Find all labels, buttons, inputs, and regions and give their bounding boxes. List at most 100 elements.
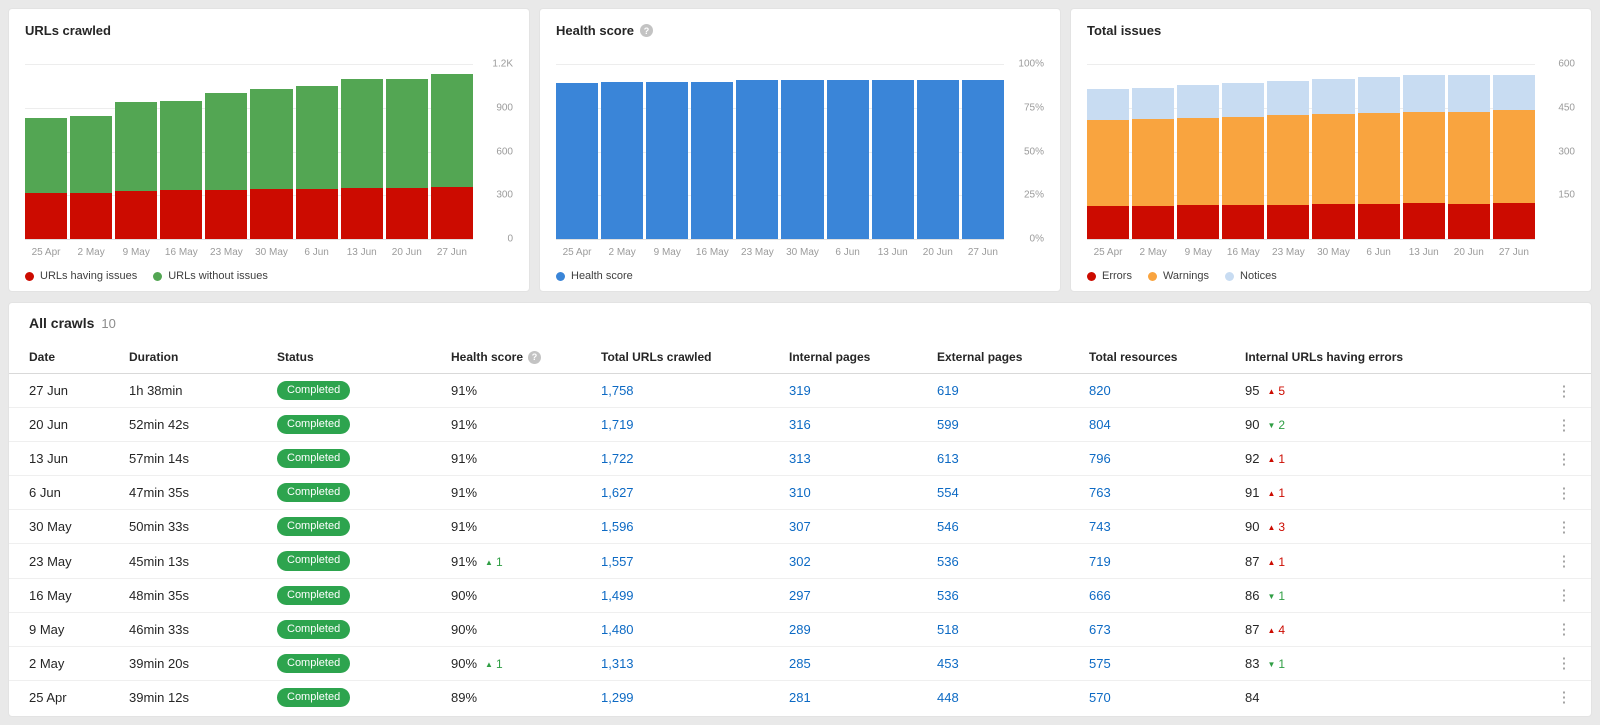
chart-bar-9-may[interactable]: [1177, 64, 1220, 239]
chart-bar-13-jun[interactable]: [871, 64, 914, 239]
internal-pages-link[interactable]: 285: [789, 655, 811, 671]
internal-pages-link[interactable]: 319: [789, 383, 811, 399]
chart-bar-6-jun[interactable]: [826, 64, 869, 239]
total-urls-crawled-link[interactable]: 1,499: [601, 587, 634, 603]
total-resources-link[interactable]: 820: [1089, 383, 1111, 399]
internal-pages-link[interactable]: 307: [789, 519, 811, 535]
chart-bar-25-apr[interactable]: [25, 64, 68, 239]
legend-item[interactable]: Warnings: [1147, 270, 1209, 282]
chart-bar-30-may[interactable]: [250, 64, 293, 239]
legend-item[interactable]: URLs without issues: [153, 270, 268, 282]
internal-pages-link[interactable]: 289: [789, 621, 811, 637]
chart-bar-2-may[interactable]: [70, 64, 113, 239]
chart-bar-20-jun[interactable]: [385, 64, 428, 239]
kebab-menu-icon[interactable]: [1557, 519, 1572, 536]
internal-pages-link[interactable]: 302: [789, 553, 811, 569]
chart-bar-23-may[interactable]: [1267, 64, 1310, 239]
kebab-menu-icon[interactable]: [1557, 587, 1572, 604]
x-tick-label: 23 May: [210, 247, 243, 258]
kebab-menu-icon[interactable]: [1557, 553, 1572, 570]
total-urls-crawled-link[interactable]: 1,758: [601, 383, 634, 399]
total-urls-crawled-link[interactable]: 1,313: [601, 655, 634, 671]
total-urls-crawled-link[interactable]: 1,596: [601, 519, 634, 535]
chart-bar-27-jun[interactable]: [1492, 64, 1535, 239]
chart-bar-20-jun[interactable]: [1447, 64, 1490, 239]
row-actions-cell: [1551, 475, 1591, 511]
legend-dot-icon: [556, 271, 565, 281]
total-urls-crawled-link[interactable]: 1,557: [601, 553, 634, 569]
external-pages-link[interactable]: 613: [937, 451, 959, 467]
external-pages-link[interactable]: 536: [937, 553, 959, 569]
internal-pages-link[interactable]: 316: [789, 417, 811, 433]
x-tick-label: 30 May: [255, 247, 288, 258]
total-resources-link[interactable]: 673: [1089, 621, 1111, 637]
total-urls-crawled-link[interactable]: 1,719: [601, 417, 634, 433]
chart-bar-16-may[interactable]: [1222, 64, 1265, 239]
total-resources-link[interactable]: 575: [1089, 655, 1111, 671]
chart-bar-2-may[interactable]: [1132, 64, 1175, 239]
chart-bar-23-may[interactable]: [736, 64, 779, 239]
external-pages-link[interactable]: 518: [937, 621, 959, 637]
external-pages-link[interactable]: 599: [937, 417, 959, 433]
chart-bar-27-jun[interactable]: [961, 64, 1004, 239]
external-pages-link[interactable]: 453: [937, 655, 959, 671]
total-resources-link[interactable]: 804: [1089, 417, 1111, 433]
chart-bar-30-may[interactable]: [781, 64, 824, 239]
kebab-menu-icon[interactable]: [1557, 621, 1572, 638]
help-icon[interactable]: [640, 24, 654, 37]
total-urls-crawled-link[interactable]: 1,722: [601, 451, 634, 467]
kebab-menu-icon[interactable]: [1557, 383, 1572, 400]
legend-item[interactable]: Notices: [1225, 270, 1277, 282]
internal-pages-link[interactable]: 310: [789, 485, 811, 501]
total-resources-link[interactable]: 570: [1089, 689, 1111, 705]
kebab-menu-icon[interactable]: [1557, 485, 1572, 502]
bar-segment: [1357, 113, 1400, 204]
chart-bar-30-may[interactable]: [1312, 64, 1355, 239]
internal-pages-link[interactable]: 297: [789, 587, 811, 603]
total-resources-link[interactable]: 796: [1089, 451, 1111, 467]
total-resources-link[interactable]: 666: [1089, 587, 1111, 603]
chart-bar-16-may[interactable]: [691, 64, 734, 239]
total-urls-crawled-link[interactable]: 1,480: [601, 621, 634, 637]
kebab-menu-icon[interactable]: [1557, 451, 1572, 468]
kebab-menu-icon[interactable]: [1557, 689, 1572, 706]
health-score-value: 91%: [451, 417, 478, 433]
legend-item[interactable]: Errors: [1087, 270, 1132, 282]
internal-pages-link[interactable]: 313: [789, 451, 811, 467]
total-resources-link[interactable]: 719: [1089, 553, 1111, 569]
y-axis: 600 450 300 150: [1541, 59, 1575, 239]
total-urls-crawled-link[interactable]: 1,627: [601, 485, 634, 501]
bar-segment: [1357, 204, 1400, 239]
total-resources-link[interactable]: 763: [1089, 485, 1111, 501]
total-urls-crawled-link[interactable]: 1,299: [601, 689, 634, 705]
x-tick-label: 20 Jun: [391, 247, 422, 258]
kebab-menu-icon[interactable]: [1557, 417, 1572, 434]
chart-bar-25-apr[interactable]: [1087, 64, 1130, 239]
chart-bar-13-jun[interactable]: [1402, 64, 1445, 239]
external-pages-link[interactable]: 536: [937, 587, 959, 603]
legend-item[interactable]: Health score: [556, 270, 633, 282]
chart-bar-27-jun[interactable]: [430, 64, 473, 239]
external-pages-link[interactable]: 448: [937, 689, 959, 705]
external-pages-link[interactable]: 619: [937, 383, 959, 399]
chart-bar-2-may[interactable]: [601, 64, 644, 239]
chart-bar-25-apr[interactable]: [556, 64, 599, 239]
legend-item[interactable]: URLs having issues: [25, 270, 137, 282]
kebab-menu-icon[interactable]: [1557, 655, 1572, 672]
chart-bar-6-jun[interactable]: [295, 64, 338, 239]
chart-bar-20-jun[interactable]: [916, 64, 959, 239]
chart-bar-16-may[interactable]: [160, 64, 203, 239]
external-pages-link[interactable]: 554: [937, 485, 959, 501]
internal-pages-link[interactable]: 281: [789, 689, 811, 705]
total-resources-link[interactable]: 743: [1089, 519, 1111, 535]
chart-bar-9-may[interactable]: [646, 64, 689, 239]
chart-bar-6-jun[interactable]: [1357, 64, 1400, 239]
help-icon[interactable]: [528, 350, 542, 364]
errors-value: 90: [1245, 417, 1260, 433]
bar-segment: [1177, 85, 1220, 118]
chart-bar-23-may[interactable]: [205, 64, 248, 239]
crawl-status-cell: Completed: [277, 612, 451, 647]
chart-bar-13-jun[interactable]: [340, 64, 383, 239]
external-pages-link[interactable]: 546: [937, 519, 959, 535]
chart-bar-9-may[interactable]: [115, 64, 158, 239]
